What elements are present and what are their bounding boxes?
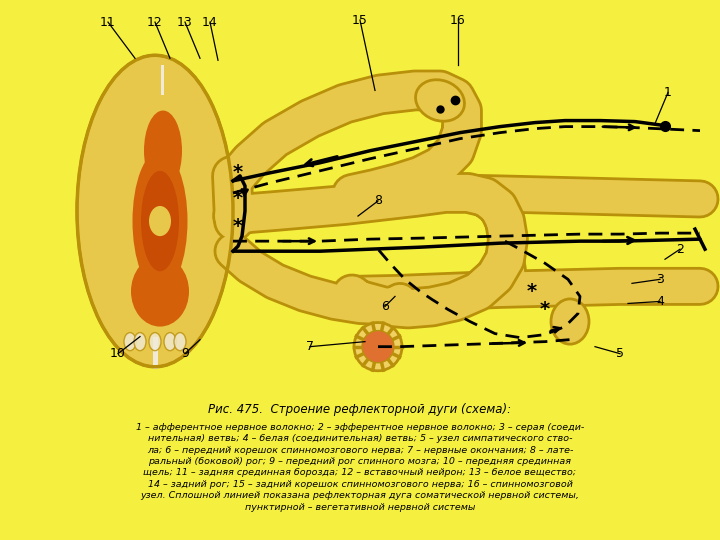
Text: 11: 11 [100,16,116,29]
Text: 10: 10 [110,347,126,360]
Ellipse shape [124,333,136,350]
Text: 1 – афферентное нервное волокно; 2 – эфферентное нервное волокно; 3 – серая (сое: 1 – афферентное нервное волокно; 2 – эфф… [136,423,584,512]
Text: 14: 14 [202,16,218,29]
Ellipse shape [134,333,146,350]
Ellipse shape [141,171,179,271]
Text: 4: 4 [656,295,664,308]
Text: 7: 7 [306,340,314,353]
Text: *: * [233,217,243,235]
Bar [153,336,158,369]
Ellipse shape [132,151,187,292]
Text: *: * [540,300,550,319]
Text: 2: 2 [676,242,684,256]
Ellipse shape [415,80,464,121]
Ellipse shape [362,330,394,363]
Text: 13: 13 [177,16,193,29]
Ellipse shape [144,111,182,191]
Text: 16: 16 [450,14,466,26]
Text: 5: 5 [616,347,624,360]
Ellipse shape [164,333,176,350]
Text: 3: 3 [656,273,664,286]
Bar [161,65,164,96]
Ellipse shape [354,322,402,371]
Text: 6: 6 [381,300,389,313]
Ellipse shape [131,256,189,327]
Ellipse shape [174,333,186,350]
Ellipse shape [149,206,171,236]
Text: *: * [233,163,243,183]
Ellipse shape [551,299,589,344]
Text: 15: 15 [352,14,368,26]
Text: 9: 9 [181,347,189,360]
Text: *: * [233,190,243,208]
Text: 8: 8 [374,194,382,207]
Ellipse shape [77,55,233,367]
Text: 1: 1 [664,86,672,99]
Text: Рис. 475.  Строение рефлекторной дуги (схема):: Рис. 475. Строение рефлекторной дуги (сх… [208,403,512,416]
Ellipse shape [149,333,161,350]
Text: *: * [527,282,537,301]
Text: 12: 12 [147,16,163,29]
